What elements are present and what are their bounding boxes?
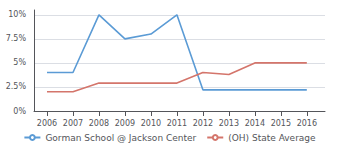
svg-text:Gorman School @ Jackson Center: Gorman School @ Jackson Center [45, 133, 196, 143]
svg-text:2.5%: 2.5% [6, 82, 27, 91]
svg-text:2016: 2016 [297, 119, 317, 128]
svg-text:5%: 5% [13, 58, 26, 67]
svg-text:2007: 2007 [63, 119, 83, 128]
svg-text:2008: 2008 [89, 119, 109, 128]
svg-text:2014: 2014 [245, 119, 265, 128]
svg-text:2006: 2006 [37, 119, 57, 128]
svg-text:2010: 2010 [141, 119, 161, 128]
svg-text:10%: 10% [8, 10, 26, 19]
svg-text:2009: 2009 [115, 119, 135, 128]
svg-text:2011: 2011 [167, 119, 187, 128]
svg-text:(OH) State Average: (OH) State Average [228, 133, 316, 143]
svg-text:7.5%: 7.5% [6, 34, 27, 43]
svg-text:2013: 2013 [219, 119, 239, 128]
svg-text:2015: 2015 [271, 119, 291, 128]
svg-text:2012: 2012 [193, 119, 213, 128]
svg-text:0%: 0% [13, 107, 26, 116]
